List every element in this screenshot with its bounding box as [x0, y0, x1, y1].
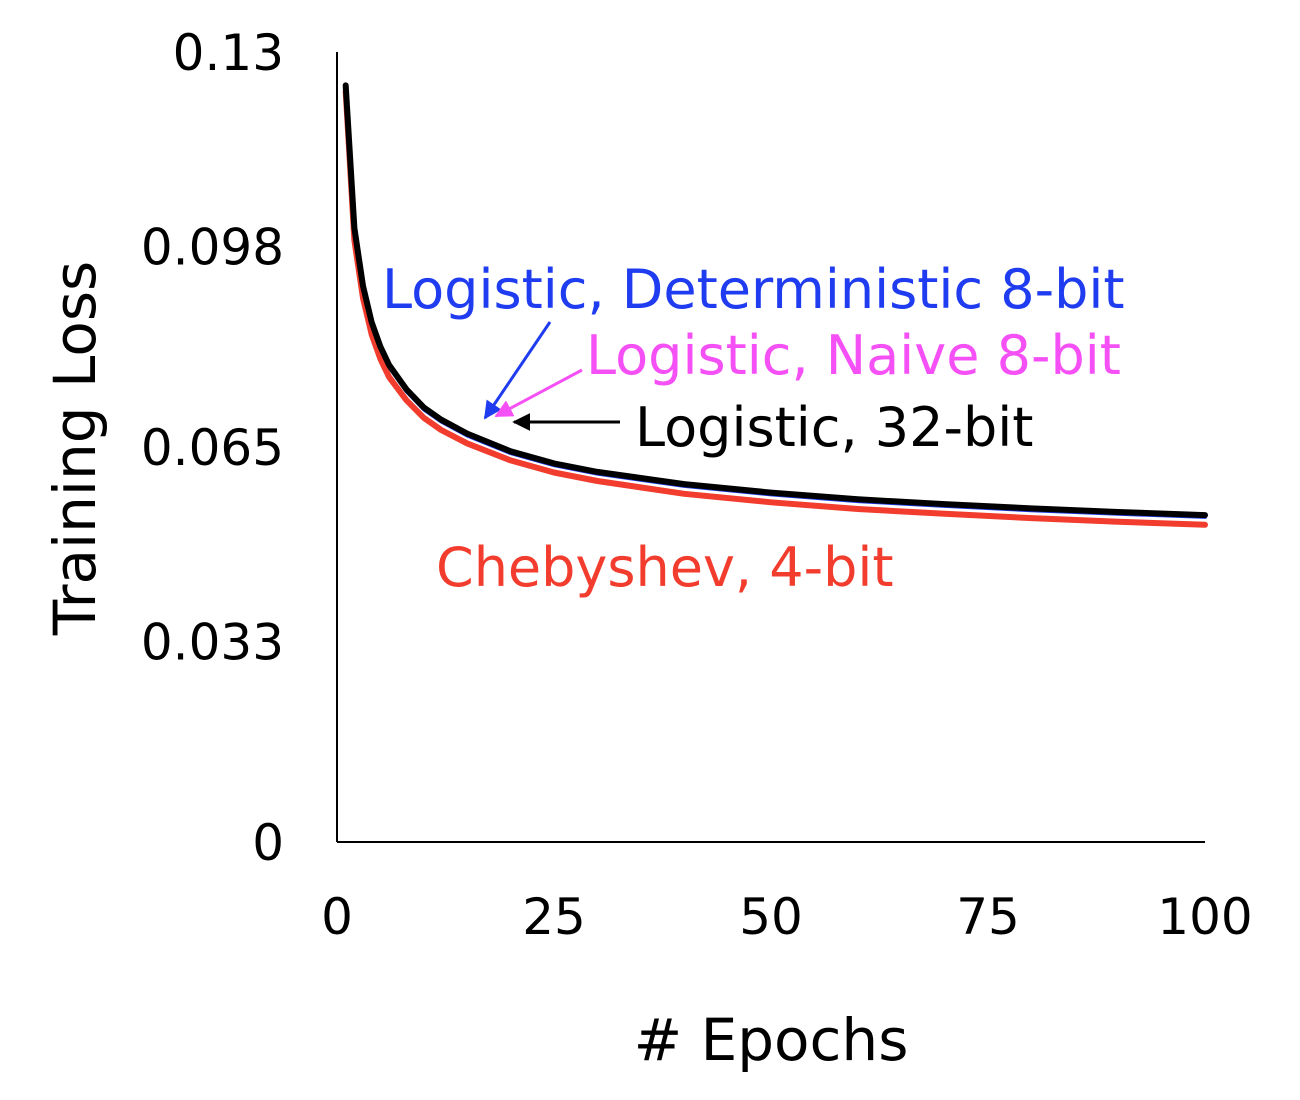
annotation-naive-8bit: Logistic, Naive 8-bit: [586, 324, 1121, 387]
x-tick-label: 0: [321, 888, 353, 946]
arrow-naive-8bit: [494, 368, 583, 418]
series-line-chebyshev-4-bit: [342, 88, 1208, 528]
y-tick-label: 0: [252, 814, 284, 872]
x-tick-label: 75: [956, 888, 1020, 946]
annotation-deterministic-8bit: Logistic, Deterministic 8-bit: [382, 258, 1125, 321]
series-lines: [342, 82, 1208, 528]
annotation-logistic-32bit: Logistic, 32-bit: [635, 396, 1033, 459]
y-tick-label: 0.033: [141, 613, 284, 671]
x-tick-labels: 0 25 50 75 100: [321, 888, 1253, 946]
series-line-logistic-32-bit: [342, 82, 1208, 519]
y-tick-label: 0.065: [141, 419, 284, 477]
annotation-chebyshev-4bit: Chebyshev, 4-bit: [436, 536, 894, 599]
x-tick-label: 100: [1157, 888, 1252, 946]
x-axis-title: # Epochs: [634, 1006, 909, 1074]
x-tick-label: 50: [739, 888, 803, 946]
y-tick-labels: 0 0.033 0.065 0.098 0.13: [141, 24, 284, 872]
y-tick-label: 0.13: [173, 24, 284, 82]
y-tick-label: 0.098: [141, 218, 284, 276]
x-tick-label: 25: [522, 888, 586, 946]
y-axis-title: Training Loss: [41, 261, 109, 637]
